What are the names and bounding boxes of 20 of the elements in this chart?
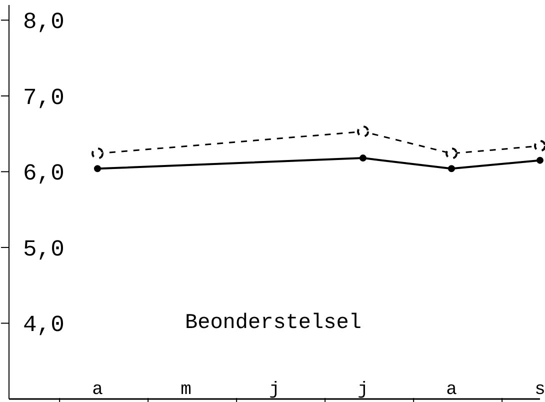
x-tick-label: j	[358, 380, 368, 400]
y-tick-label: 5,0	[23, 236, 64, 262]
x-tick-label: s	[534, 380, 545, 400]
x-tick-label: a	[92, 380, 104, 400]
y-tick-label: 6,0	[23, 160, 64, 187]
x-tick-label: j	[269, 380, 280, 400]
point	[448, 165, 455, 172]
x-tick-label: m	[180, 380, 192, 400]
point	[94, 165, 101, 172]
point	[536, 156, 544, 164]
y-tick-label: 8,0	[23, 9, 64, 36]
y-tick-label: 7,0	[23, 84, 64, 111]
point	[446, 148, 458, 160]
y-tick-label: 4,0	[23, 312, 64, 338]
point	[92, 148, 104, 160]
point	[360, 154, 366, 162]
point	[357, 126, 369, 138]
point	[534, 140, 545, 152]
x-tick-label: a	[446, 380, 458, 400]
annotation: Beonderstelsel	[185, 312, 362, 335]
